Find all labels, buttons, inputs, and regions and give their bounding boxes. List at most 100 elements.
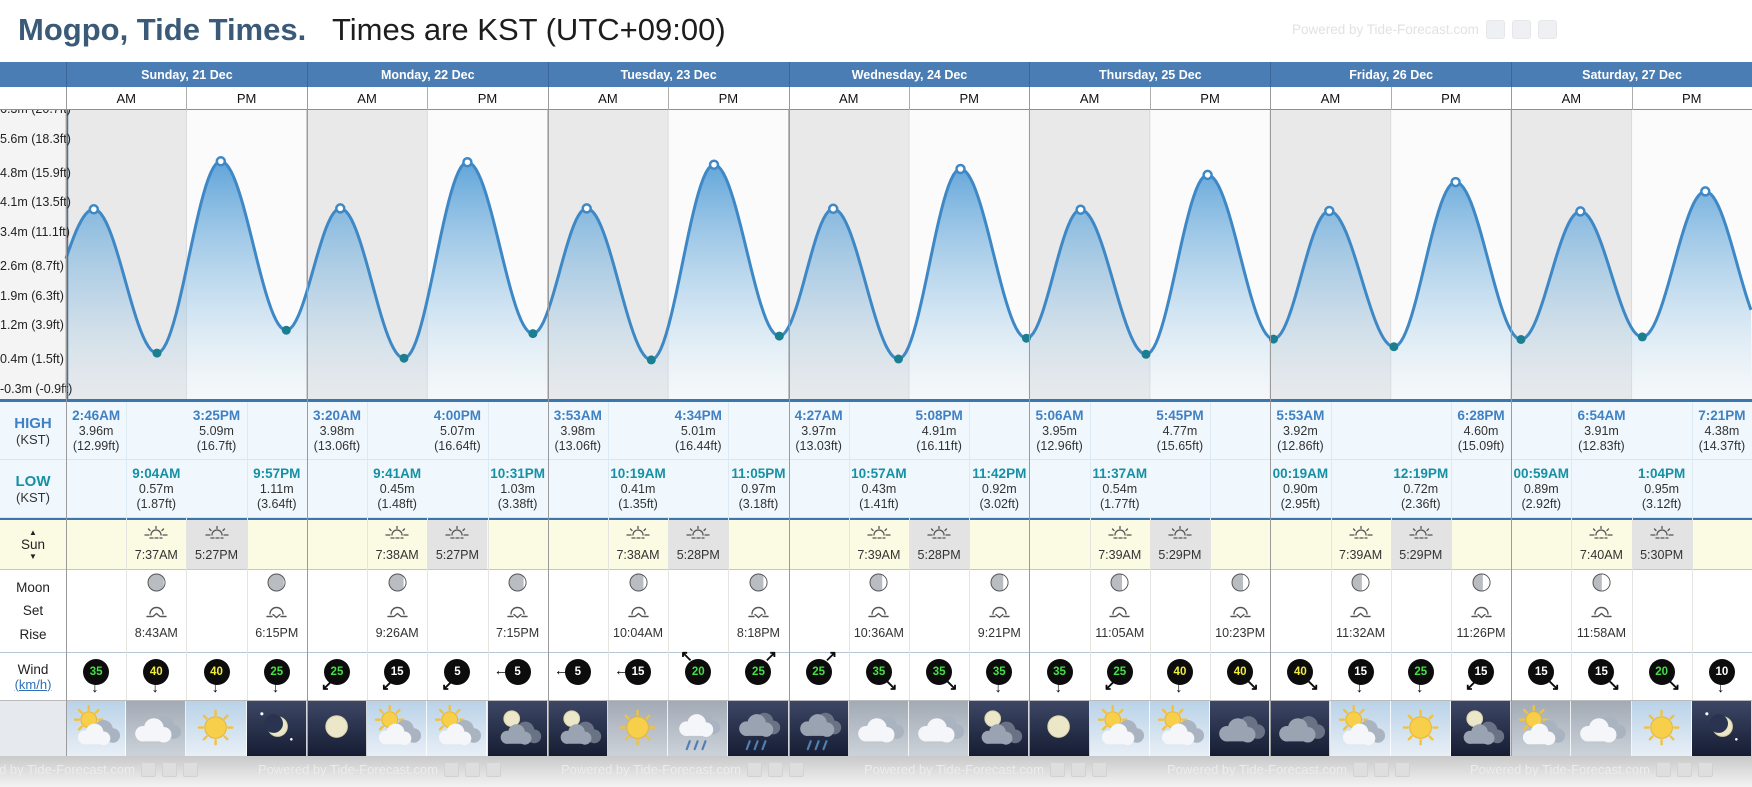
grid-quarter-line	[1692, 402, 1693, 518]
weather-art	[1097, 704, 1144, 746]
wind-badge: 10 ↓	[1702, 655, 1742, 699]
watermark-icon	[1091, 762, 1107, 777]
high-tide-time: 3:20AM	[312, 408, 361, 423]
low-tide-dot	[1637, 332, 1647, 342]
high-tide-height-ft: (13.06ft)	[313, 439, 361, 453]
watermark-text: Powered by Tide-Forecast.com	[1292, 22, 1479, 37]
wind-badge: 5 ↙	[437, 655, 477, 699]
wind-badge: 35 ↘	[859, 655, 899, 699]
weather-icon-moon-cloud	[969, 701, 1030, 756]
footer-watermark-strip: Powered by Tide-Forecast.com Powered by T…	[0, 756, 1752, 787]
grid-quarter-line	[367, 402, 368, 518]
moonrise-icon	[507, 604, 528, 624]
wind-speed-value: 5	[564, 659, 591, 685]
axis-label: 0.4m (1.5ft)	[0, 352, 64, 367]
wind-badge: 40 ↘	[1280, 655, 1320, 699]
sunrise-time: 7:39AM	[857, 548, 901, 562]
weather-art	[1219, 716, 1266, 743]
moon-row-label: Moon Set Rise	[0, 570, 66, 652]
wind-direction-arrow: ↓	[91, 679, 99, 696]
wind-speed-value: 25	[1407, 659, 1434, 685]
day-header-cell: Sunday, 21 Dec	[66, 62, 307, 87]
moon-event-time: 10:36AM	[853, 626, 904, 640]
watermark-icon	[1070, 762, 1086, 777]
grid-quarter-line	[1331, 518, 1332, 700]
moon-phase-icon	[628, 572, 649, 598]
axis-label: 1.2m (3.9ft)	[0, 318, 64, 333]
triangle-down-icon[interactable]: ▼	[29, 551, 37, 561]
high-tide-dot	[1575, 206, 1586, 217]
wind-direction-arrow: ↓	[1355, 679, 1364, 696]
weather-icon-moon-cloud	[487, 701, 548, 756]
watermark-icon	[140, 762, 156, 777]
wind-direction-arrow: ↘	[1547, 677, 1560, 694]
sun-horizon-art	[927, 525, 951, 539]
wind-speed-value: 25	[1106, 659, 1133, 685]
watermark: Powered by Tide-Forecast.com	[1470, 762, 1713, 777]
grid-quarter-line	[126, 518, 127, 700]
weather-art	[435, 704, 482, 746]
grid-quarter-line	[668, 518, 669, 700]
grid-quarter-line	[728, 518, 729, 700]
weather-icon-cloud	[1210, 701, 1271, 756]
wind-badge: 15 ←	[614, 655, 658, 699]
high-tide-dot	[1202, 169, 1213, 181]
grid-quarter-line	[1090, 402, 1091, 518]
grid-halfday-line	[1150, 87, 1151, 110]
moonset-icon	[1350, 604, 1371, 624]
moon-event: 11:58AM	[1571, 572, 1631, 650]
sunrise-entry: 7:40AM	[1571, 525, 1631, 569]
weather-icon-cloud	[1270, 701, 1331, 756]
ampm-cell-am: AM	[839, 90, 859, 106]
low-tide-height-ft: (1.77ft)	[1099, 497, 1140, 511]
high-tide-entry: 7:21PM 4.38m (14.37ft)	[1682, 408, 1752, 458]
weather-art	[1705, 712, 1738, 741]
wind-badge: 25 ↓	[1401, 655, 1441, 699]
watermark-icon	[1676, 762, 1692, 777]
wind-unit-link[interactable]: (km/h)	[14, 676, 52, 692]
low-tide-height-m: 0.41m	[620, 482, 656, 496]
grid-quarter-line	[1692, 518, 1693, 700]
day-header-row: Sunday, 21 Dec Monday, 22 Dec Tuesday, 23 …	[0, 62, 1752, 87]
grid-halfday-line	[668, 87, 669, 110]
set-label-text: Set	[22, 603, 44, 619]
high-tide-dot	[88, 204, 100, 215]
watermark-icon	[1511, 20, 1531, 39]
low-tide-dot	[646, 355, 656, 365]
moon-event-time: 6:15PM	[255, 626, 299, 640]
triangle-up-icon[interactable]: ▲	[29, 527, 37, 537]
wind-badge: 40 ↓	[197, 655, 237, 699]
wind-badge: 35 ↓	[1040, 655, 1080, 699]
watermark-icon	[1485, 20, 1505, 39]
high-tide-dot	[1450, 176, 1461, 188]
high-tide-dot	[581, 203, 592, 214]
sun-row-label: ▲ Sun ▼	[0, 520, 66, 569]
day-header-cell: Friday, 26 Dec	[1270, 62, 1511, 87]
weather-art	[1047, 715, 1071, 738]
weather-art	[1518, 704, 1566, 746]
sunrise-icon	[385, 525, 409, 545]
sunset-time: 5:29PM	[1399, 548, 1443, 562]
weather-icon-sun-cloud	[1511, 701, 1572, 756]
high-tide-height-ft: (16.64ft)	[434, 439, 481, 453]
weather-icon-sun	[186, 701, 247, 756]
high-tide-time: 4:27AM	[794, 408, 843, 423]
wind-direction-arrow: ↘	[1306, 677, 1319, 694]
wind-badge: 40 ↘	[1220, 655, 1260, 699]
wind-speed-value: 15	[625, 659, 652, 685]
low-tide-height-ft: (2.95ft)	[1280, 497, 1321, 511]
grid-quarter-line	[1571, 518, 1572, 700]
sunrise-icon	[867, 525, 891, 545]
high-tide-dot	[335, 203, 346, 214]
wind-direction-arrow: ↘	[1667, 677, 1681, 694]
low-tide-height-ft: (3.64ft)	[256, 497, 297, 511]
sun-horizon-art	[1589, 525, 1614, 539]
watermark-icon	[1697, 762, 1713, 777]
high-tide-time: 4:00PM	[433, 408, 482, 423]
watermark-top: Powered by Tide-Forecast.com	[1292, 20, 1557, 39]
low-tide-height-ft: (3.18ft)	[738, 497, 779, 511]
low-tide-time: 9:41AM	[373, 466, 422, 481]
wind-badge: 40 ↓	[1160, 655, 1200, 699]
low-row: LOW (KST) 9:04AM 0.57m (1.87ft) 9:57PM 1.11m (3…	[0, 460, 1752, 518]
